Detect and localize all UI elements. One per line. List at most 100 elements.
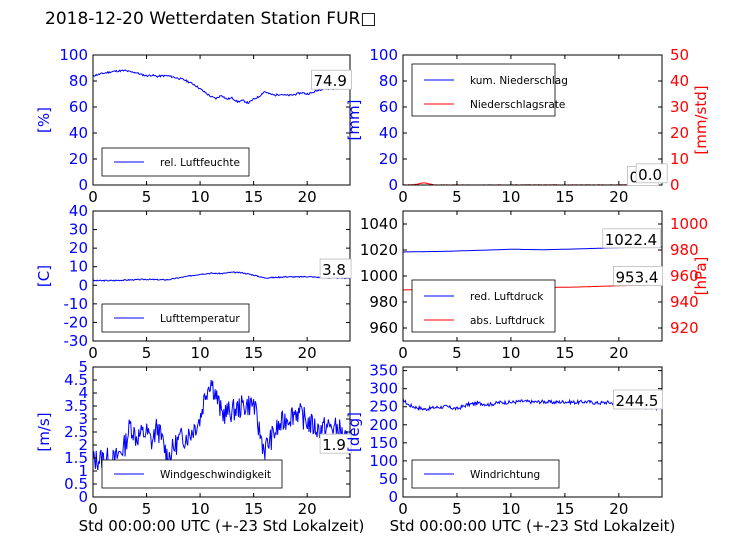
x-tick-label: 0 [398, 500, 408, 518]
y2-tick-label: 1000 [670, 215, 708, 233]
y-axis-label: [mm] [345, 100, 363, 141]
y-tick-label: -30 [64, 332, 89, 350]
x-tick-label: 20 [298, 188, 317, 206]
y-tick-label: 30 [69, 221, 88, 239]
x-tick-label: 5 [142, 500, 152, 518]
value-box [602, 228, 662, 249]
legend-box [411, 279, 556, 333]
value-readout: 244.5 [616, 392, 659, 410]
x-tick-label: 5 [142, 344, 152, 362]
x-tick-label: 10 [191, 188, 210, 206]
y-tick-label: 80 [69, 72, 88, 90]
y2-tick-label: 980 [670, 241, 699, 259]
x-tick-label: 15 [555, 500, 574, 518]
y-axis-label: [C] [35, 265, 53, 287]
y-tick-label: 1020 [360, 241, 398, 259]
value-readout: 1.9 [322, 436, 346, 454]
y-tick-label: 0 [78, 488, 88, 506]
y-tick-label: 80 [379, 72, 398, 90]
value-readout: 0.0 [638, 166, 662, 184]
y-tick-label: 60 [69, 98, 88, 116]
y2-tick-label: 920 [670, 319, 699, 337]
legend-box [411, 63, 556, 117]
x-tick-label: 15 [555, 188, 574, 206]
y-tick-label: 1 [78, 462, 88, 480]
x-tick-label: 10 [191, 500, 210, 518]
value-box [613, 389, 663, 410]
y-tick-label: 0.5 [64, 475, 88, 493]
y-tick-label: 0 [388, 488, 398, 506]
y-tick-label: -20 [64, 313, 89, 331]
legend-entry: rel. Luftfeuchte [160, 157, 240, 169]
value-box [319, 433, 352, 454]
y-tick-label: 1000 [360, 267, 398, 285]
y2-axis-label: [mm/std] [692, 85, 710, 154]
x-tick-label: 10 [501, 188, 520, 206]
page-title: 2018-12-20 Wetterdaten Station FUR□ [45, 9, 377, 29]
x-tick-label: 5 [452, 500, 462, 518]
series-line-windgeschwindigkeit [93, 379, 350, 471]
x-tick-label: 20 [609, 188, 628, 206]
y-tick-label: 980 [369, 293, 398, 311]
x-tick-label: 20 [609, 500, 628, 518]
y-tick-label: 100 [59, 46, 88, 64]
y-tick-label: 5 [78, 358, 88, 376]
value-box [311, 69, 352, 90]
y2-tick-label: 940 [670, 293, 699, 311]
legend-entry: abs. Luftdruck [470, 315, 546, 327]
y-tick-label: 350 [369, 362, 398, 380]
y-tick-label: 300 [369, 380, 398, 398]
y2-tick-label: 0 [670, 176, 680, 194]
series-line-rel-luftfeuchte [93, 69, 350, 105]
legend-entry: red. Luftdruck [470, 291, 544, 303]
value-readout: 953.4 [616, 269, 659, 287]
y-tick-label: 3 [78, 410, 88, 428]
y-tick-label: 20 [379, 150, 398, 168]
y-tick-label: 250 [369, 398, 398, 416]
y-tick-label: 20 [69, 239, 88, 257]
x-tick-label: 15 [555, 344, 574, 362]
x-tick-label: 5 [452, 188, 462, 206]
y-axis-label: [%] [35, 107, 53, 133]
plot-frame [402, 366, 663, 498]
y-tick-label: 50 [379, 470, 398, 488]
x-tick-label: 10 [501, 500, 520, 518]
y-tick-label: 0 [78, 176, 88, 194]
value-readout: 1022.4 [605, 231, 658, 249]
y-tick-label: 20 [69, 150, 88, 168]
series-line-lufttemperatur [93, 271, 350, 282]
y-tick-label: 100 [369, 46, 398, 64]
x-tick-label: 5 [452, 344, 462, 362]
value-box [613, 266, 663, 286]
legend-entry: Niederschlagsrate [470, 99, 565, 111]
x-tick-label: 10 [501, 344, 520, 362]
x-tick-label: 0 [398, 188, 408, 206]
x-axis-label: Std 00:00:00 UTC (+-23 Std Lokalzeit) [79, 517, 365, 535]
x-tick-label: 0 [88, 344, 98, 362]
y2-tick-label: 960 [670, 267, 699, 285]
y-tick-label: 200 [369, 416, 398, 434]
y-tick-label: 1040 [360, 215, 398, 233]
x-tick-label: 20 [298, 500, 317, 518]
y-tick-label: 0 [388, 176, 398, 194]
y-tick-label: 0 [78, 276, 88, 294]
y-tick-label: 60 [379, 98, 398, 116]
x-tick-label: 0 [398, 344, 408, 362]
y-tick-label: 150 [369, 434, 398, 452]
y-tick-label: 2 [78, 436, 88, 454]
legend-entry: Windrichtung [470, 469, 540, 481]
x-tick-label: 15 [244, 500, 263, 518]
x-tick-label: 20 [298, 344, 317, 362]
y2-tick-label: 40 [670, 72, 689, 90]
x-tick-label: 10 [191, 344, 210, 362]
plot-frame [402, 54, 663, 186]
x-tick-label: 5 [142, 188, 152, 206]
y-tick-label: 10 [69, 258, 88, 276]
value-box [635, 163, 668, 184]
legend-entry: Windgeschwindigkeit [160, 469, 271, 481]
legend-entry: kum. Niederschlag [470, 75, 568, 87]
x-tick-label: 20 [609, 344, 628, 362]
x-axis-label: Std 00:00:00 UTC (+-23 Std Lokalzeit) [390, 517, 676, 535]
y-tick-label: 40 [379, 124, 398, 142]
